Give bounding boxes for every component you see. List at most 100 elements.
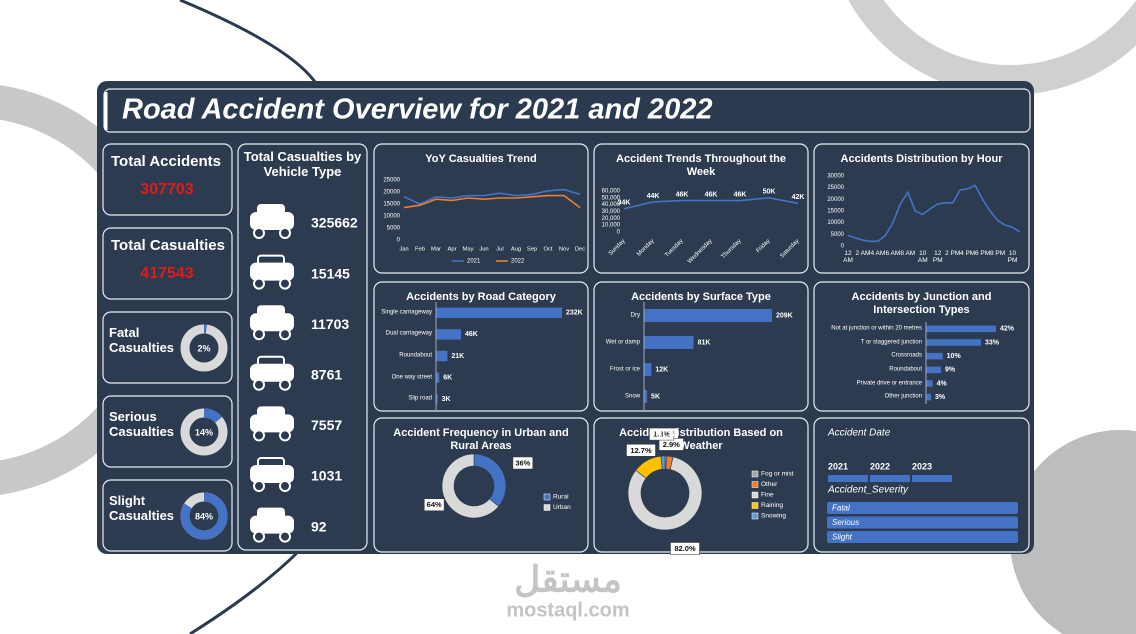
x-tick-label: Jul: [496, 247, 503, 253]
category-label: Single carriageway: [381, 309, 432, 316]
slicer-item[interactable]: 2023: [912, 461, 932, 471]
decor: [848, 0, 1136, 95]
vehicle-icon: [250, 414, 294, 433]
slicer-title: Accident_Severity: [827, 485, 909, 496]
y-tick-label: 25000: [383, 178, 400, 184]
vehicle-value: 11703: [311, 316, 349, 332]
data-label: 81K: [698, 339, 711, 346]
slicer-item[interactable]: Fatal: [832, 504, 850, 513]
vehicle-wheel: [279, 429, 291, 442]
label-box: [512, 456, 534, 470]
category-label: T or staggered junction: [860, 339, 922, 346]
data-label: 36%: [515, 458, 530, 467]
vehicle-wheel: [253, 227, 265, 239]
slicer-item[interactable]: Slight: [832, 533, 853, 542]
card: [102, 143, 233, 216]
y-tick-label: 60,000: [602, 189, 621, 195]
data-label: 21K: [451, 353, 464, 360]
severity-label: Fatal Casualties: [109, 325, 175, 355]
vehicle-value: 15145: [311, 265, 350, 281]
decor: [179, 0, 322, 91]
vehicle-icon: [257, 305, 285, 318]
bar: [436, 350, 448, 362]
vehicle-wheel: [279, 480, 291, 492]
bar: [644, 336, 694, 349]
bar: [436, 329, 461, 340]
vehicle-value: 1031: [311, 468, 342, 484]
slicer-item[interactable]: Serious: [832, 518, 859, 527]
timeline-bar[interactable]: [828, 475, 868, 482]
data-label: 6K: [443, 374, 452, 381]
data-label: 232K: [566, 310, 583, 317]
x-tick-label: Apr: [447, 247, 456, 253]
donut-label: 2%: [197, 343, 210, 353]
vehicle-wheel: [279, 227, 291, 239]
x-tick-label: 12 PM: [932, 250, 943, 265]
bar: [926, 325, 996, 333]
x-tick-label: 6 AM: [885, 250, 901, 257]
legend-swatch: [751, 502, 759, 509]
line-series: [847, 184, 1021, 243]
timeline-bar[interactable]: [870, 475, 910, 482]
card: [593, 143, 809, 274]
donut-arc: [204, 408, 223, 423]
y-tick-label: 25000: [827, 185, 844, 191]
slicer-button[interactable]: [827, 531, 1018, 543]
chart-title: Accident Frequency in Urban and Rural Ar…: [393, 427, 569, 452]
x-tick-label: 8 PM: [989, 250, 1006, 257]
y-tick-label: 20000: [827, 197, 844, 203]
x-tick-label: Dec: [575, 247, 585, 253]
line-series: [623, 197, 799, 210]
kpi-value: 307703: [140, 181, 193, 198]
legend-swatch: [751, 470, 759, 478]
vehicle-icon: [257, 355, 285, 368]
legend-label: Fog or mist: [761, 471, 794, 478]
pie-slice: [441, 453, 500, 519]
y-tick-label: 15000: [827, 209, 844, 215]
data-label: 4%: [937, 380, 948, 387]
kpi-label: Total Accidents: [111, 153, 221, 170]
vehicle-wheel: [279, 378, 291, 391]
data-label: 42K: [792, 194, 805, 201]
vehicle-value: 92: [311, 518, 327, 534]
vehicle-icon: [250, 363, 294, 382]
chart-title: Accident Distribution Based on Weather: [619, 427, 783, 452]
vehicle-icon: [250, 515, 294, 534]
y-tick-label: 0: [841, 244, 845, 250]
label-box: [626, 444, 656, 457]
legend-label: Rural: [553, 494, 569, 501]
y-tick-label: 40,000: [602, 202, 621, 208]
legend-label: Urban: [553, 504, 571, 511]
x-tick-label: Feb: [415, 247, 425, 253]
slicer-item[interactable]: 2021: [828, 461, 848, 471]
chart-title: Accidents Distribution by Hour: [840, 153, 1003, 165]
data-label: 42%: [1000, 326, 1015, 333]
x-tick-label: May: [463, 247, 474, 253]
vehicle-icon: [250, 212, 294, 230]
y-tick-label: 0: [397, 238, 401, 244]
vehicle-icon: [250, 262, 294, 281]
bar: [436, 394, 438, 405]
timeline-bar[interactable]: [912, 475, 952, 482]
data-label: 3%: [935, 394, 946, 401]
x-tick-label: 8 AM: [900, 250, 916, 257]
category-label: Other junction: [884, 393, 922, 400]
legend-swatch: [751, 481, 759, 488]
card: [373, 143, 589, 274]
bar: [644, 363, 652, 376]
slicer-button[interactable]: [827, 516, 1018, 529]
chart-title: Accident Trends Throughout the Week: [616, 153, 786, 178]
severity-label: Serious Casualties: [109, 409, 175, 439]
x-tick-label: Jan: [399, 247, 408, 253]
slicer-button[interactable]: [827, 502, 1018, 514]
category-label: Not at junction or within 20 metres: [831, 325, 922, 332]
category-label: Private drive or entrance: [856, 380, 922, 387]
dashboard-title: Road Accident Overview for 2021 and 2022: [122, 94, 712, 126]
x-tick-label: Jun: [479, 247, 488, 253]
vehicle-icon: [257, 204, 285, 216]
y-tick-label: 5000: [387, 226, 401, 232]
category-label: Crossroads: [891, 352, 922, 359]
slicer-item[interactable]: 2022: [870, 461, 890, 471]
